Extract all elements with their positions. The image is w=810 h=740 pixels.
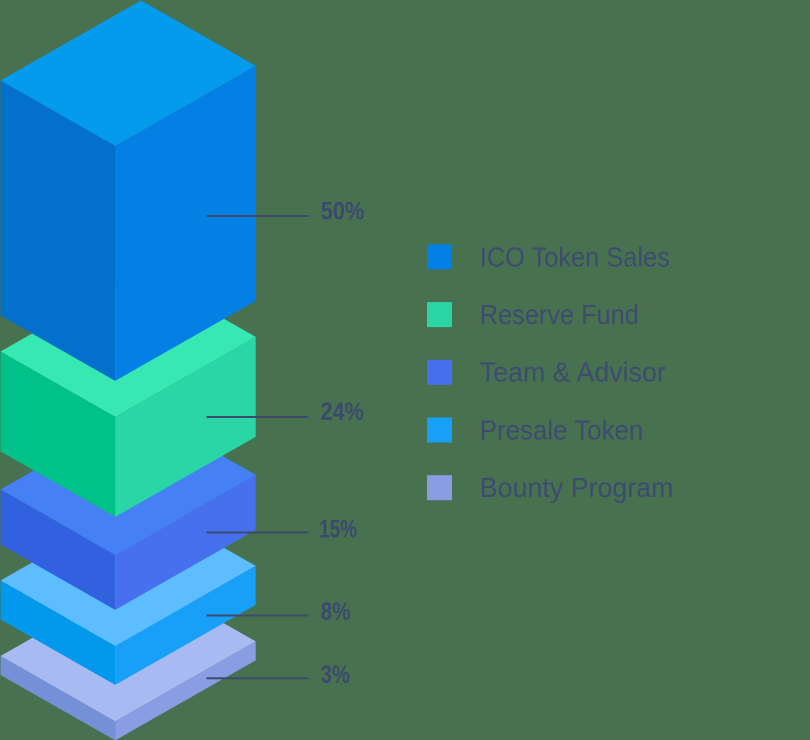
- svg-text:50%: 50%: [321, 198, 365, 226]
- svg-text:Bounty Program: Bounty Program: [480, 472, 674, 503]
- svg-text:Presale Token: Presale Token: [480, 414, 644, 445]
- svg-text:15%: 15%: [319, 515, 357, 543]
- svg-text:Team & Advisor: Team & Advisor: [480, 357, 666, 388]
- svg-text:ICO Token Sales: ICO Token Sales: [480, 241, 670, 272]
- svg-text:Reserve Fund: Reserve Fund: [480, 299, 639, 330]
- svg-text:8%: 8%: [321, 598, 351, 626]
- svg-text:24%: 24%: [321, 398, 364, 426]
- svg-text:3%: 3%: [321, 661, 350, 689]
